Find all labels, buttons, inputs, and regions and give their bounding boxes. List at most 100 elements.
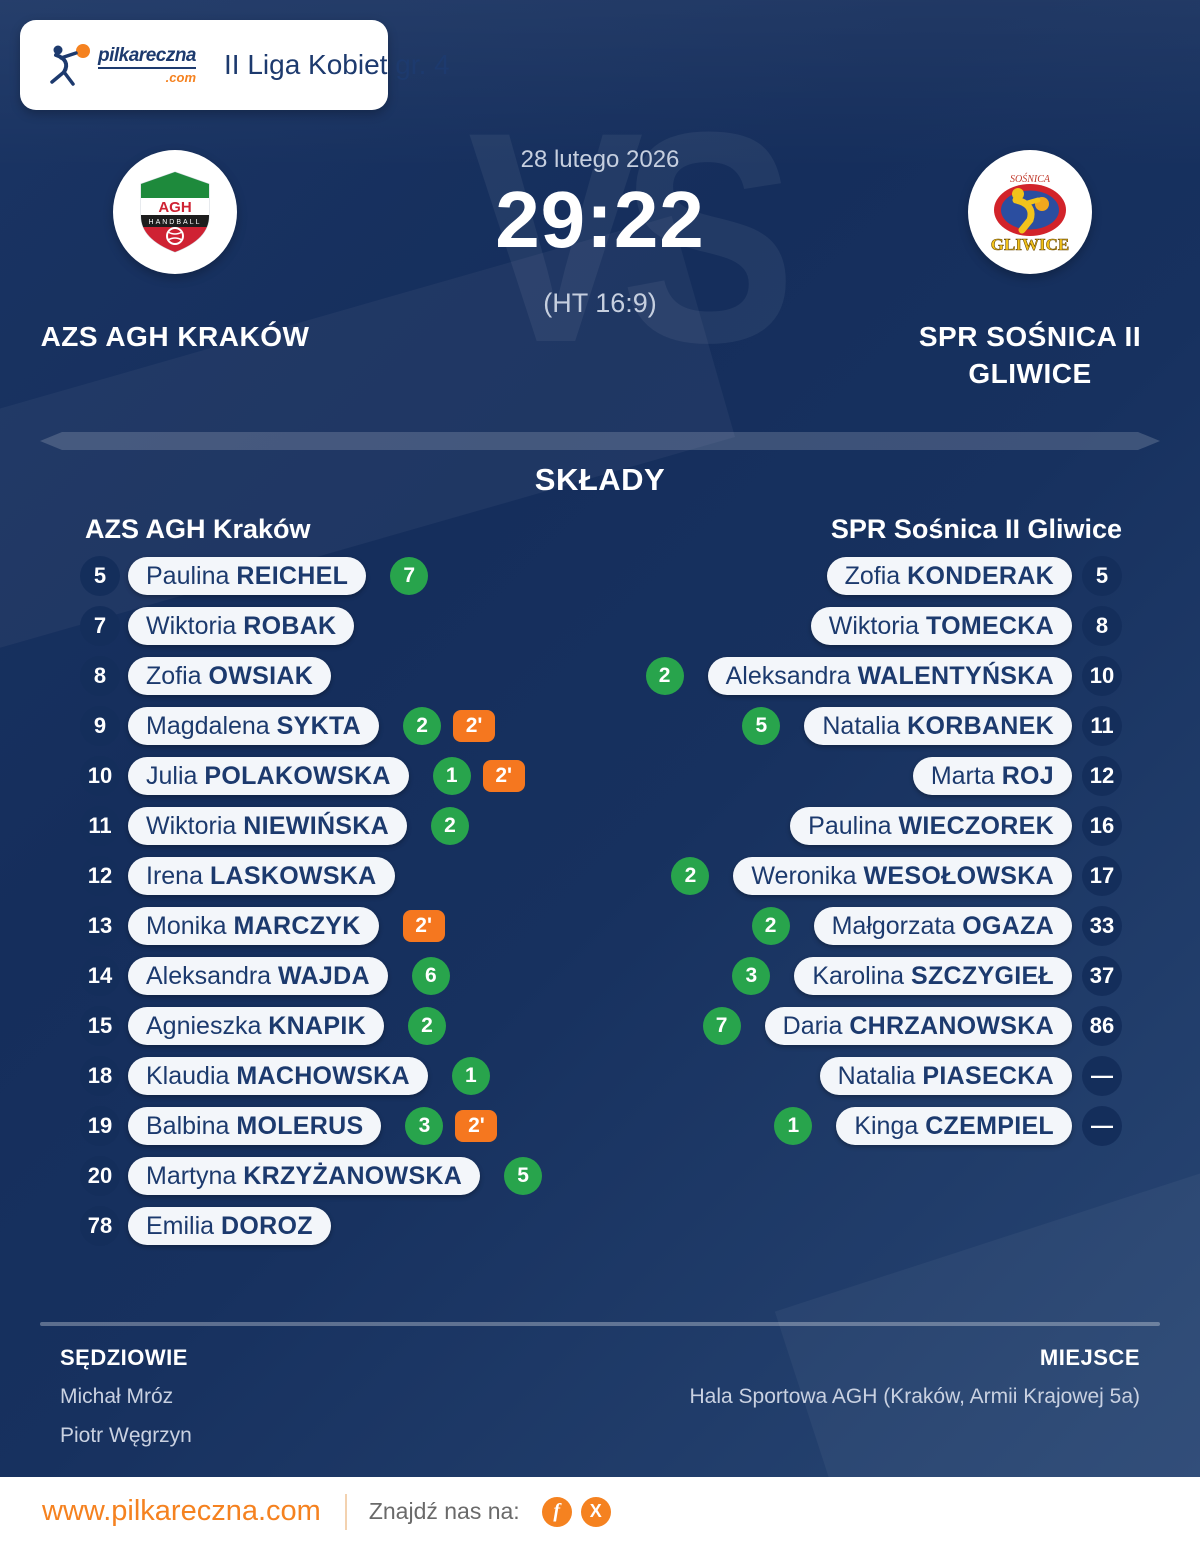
player-name: Wiktoria ROBAK (128, 607, 355, 645)
player-row: 10 Julia POLAKOWSKA 1 2' (80, 756, 640, 796)
home-team-name: AZS AGH KRAKÓW (40, 321, 310, 352)
player-row: 5 Natalia KORBANEK 11 (542, 706, 1122, 746)
home-roster-header: AZS AGH Kraków (85, 514, 311, 544)
player-number: 33 (1082, 906, 1122, 946)
player-number: 12 (1082, 756, 1122, 796)
roster-home: 5 Paulina REICHEL 7 7 Wiktoria ROBAK 8 Zofia O… (80, 556, 640, 1257)
player-row: Paulina WIECZOREK 16 (542, 806, 1122, 846)
player-row: 78 Emilia DOROZ (80, 1206, 640, 1246)
player-name: Kinga CZEMPIEL (836, 1107, 1072, 1145)
handball-player-icon (50, 44, 90, 86)
player-name: Balbina MOLERUS (128, 1107, 382, 1145)
penalty-badge: 2' (482, 760, 525, 792)
player-row: Marta ROJ 12 (542, 756, 1122, 796)
away-team-name-line1: SPR SOŚNICA II (918, 321, 1142, 352)
player-name: Zofia KONDERAK (826, 557, 1072, 595)
player-name: Natalia PIASECKA (819, 1057, 1072, 1095)
player-number: 7 (80, 606, 120, 646)
footer-divider (344, 1493, 347, 1530)
player-number: 5 (1082, 556, 1122, 596)
player-number: 20 (80, 1156, 120, 1196)
player-number: — (1082, 1106, 1122, 1146)
player-number: 86 (1082, 1006, 1122, 1046)
away-team-name: SPR SOŚNICA II GLIWICE (880, 318, 1180, 392)
match-date: 28 lutego 2026 (520, 146, 680, 173)
player-name: Monika MARCZYK (128, 907, 379, 945)
final-score: 29:22 (495, 175, 705, 264)
referees-label: SĘDZIOWIE (60, 1345, 188, 1370)
player-name: Karolina SZCZYGIEŁ (794, 957, 1072, 995)
player-name: Daria CHRZANOWSKA (764, 1007, 1072, 1045)
player-name: Wiktoria NIEWIŃSKA (128, 807, 407, 845)
player-name: Martyna KRZYŻANOWSKA (128, 1157, 481, 1195)
player-row: 9 Magdalena SYKTA 2 2' (80, 706, 640, 746)
player-name: Aleksandra WALENTYŃSKA (707, 657, 1072, 695)
away-team-name-line2: GLIWICE (968, 358, 1092, 389)
social-prompt: Znajdź nas na: (368, 1498, 520, 1524)
player-row: 18 Klaudia MACHOWSKA 1 (80, 1056, 640, 1096)
player-number: 18 (80, 1056, 120, 1096)
player-number: 19 (80, 1106, 120, 1146)
league-badge-card: pilkareczna .com II Liga Kobiet gr. 4 (20, 20, 450, 110)
home-team-logo: AGH HANDBALL (113, 150, 237, 274)
player-number: 15 (80, 1006, 120, 1046)
x-icon[interactable]: X (580, 1496, 611, 1527)
player-row: 11 Wiktoria NIEWIŃSKA 2 (80, 806, 640, 846)
player-row: 7 Daria CHRZANOWSKA 86 (542, 1006, 1122, 1046)
officials-divider (40, 1322, 1160, 1326)
player-name: Aleksandra WAJDA (128, 957, 388, 995)
goals-badge: 7 (390, 557, 429, 595)
player-row: 14 Aleksandra WAJDA 6 (80, 956, 640, 996)
sosnica-logo-icon: SOŚNICA GLIWICE (990, 173, 1069, 254)
player-row: 15 Agnieszka KNAPIK 2 (80, 1006, 640, 1046)
player-name: Paulina WIECZOREK (790, 807, 1072, 845)
player-number: 78 (80, 1206, 120, 1246)
vs-watermark: VS (467, 69, 796, 405)
player-row: 1 Kinga CZEMPIEL — (542, 1106, 1122, 1146)
player-row: 8 Zofia OWSIAK (80, 656, 640, 696)
svg-text:HANDBALL: HANDBALL (149, 219, 202, 226)
player-row: 3 Karolina SZCZYGIEŁ 37 (542, 956, 1122, 996)
lineups-title: SKŁADY (534, 462, 666, 497)
player-name: Zofia OWSIAK (128, 657, 332, 695)
player-number: 5 (80, 556, 120, 596)
score-block: 28 lutego 2026 29:22 (HT 16:9) (400, 146, 800, 319)
footer-bar: www.pilkareczna.com Znajdź nas na: f X (0, 1477, 1200, 1546)
player-number: 8 (80, 656, 120, 696)
player-row: 19 Balbina MOLERUS 3 2' (80, 1106, 640, 1146)
goals-badge: 2 (751, 907, 790, 945)
svg-text:AGH: AGH (158, 199, 191, 216)
player-number: 13 (80, 906, 120, 946)
penalty-badge: 2' (402, 910, 445, 942)
brand-tld: .com (165, 70, 196, 85)
agh-crest-icon: AGH HANDBALL (140, 171, 210, 253)
player-name: Natalia KORBANEK (804, 707, 1072, 745)
referee-name: Michał Mróz (60, 1385, 174, 1408)
brand-name: pilkareczna (98, 45, 197, 69)
player-name: Weronika WESOŁOWSKA (733, 857, 1072, 895)
player-name: Marta ROJ (912, 757, 1072, 795)
player-name: Wiktoria TOMECKA (810, 607, 1072, 645)
player-name: Julia POLAKOWSKA (128, 757, 409, 795)
goals-badge: 1 (432, 757, 471, 795)
player-number: 9 (80, 706, 120, 746)
player-row: Zofia KONDERAK 5 (542, 556, 1122, 596)
goals-badge: 5 (504, 1157, 543, 1195)
away-team-logo: SOŚNICA GLIWICE (968, 150, 1092, 274)
facebook-icon[interactable]: f (541, 1496, 572, 1527)
player-name: Emilia DOROZ (128, 1207, 331, 1245)
player-name: Agnieszka KNAPIK (128, 1007, 384, 1045)
section-divider-bar (40, 432, 1160, 450)
website-link[interactable]: www.pilkareczna.com (42, 1495, 321, 1527)
goals-badge: 2 (407, 1007, 446, 1045)
player-number: 16 (1082, 806, 1122, 846)
goals-badge: 1 (774, 1107, 813, 1145)
svg-text:GLIWICE: GLIWICE (991, 235, 1069, 254)
player-number: 14 (80, 956, 120, 996)
goals-badge: 3 (732, 957, 771, 995)
referee-name: Piotr Węgrzyn (60, 1424, 192, 1447)
player-number: — (1082, 1056, 1122, 1096)
player-row: Wiktoria TOMECKA 8 (542, 606, 1122, 646)
venue-block: MIEJSCE Hala Sportowa AGH (Kraków, Armii… (689, 1345, 1140, 1424)
